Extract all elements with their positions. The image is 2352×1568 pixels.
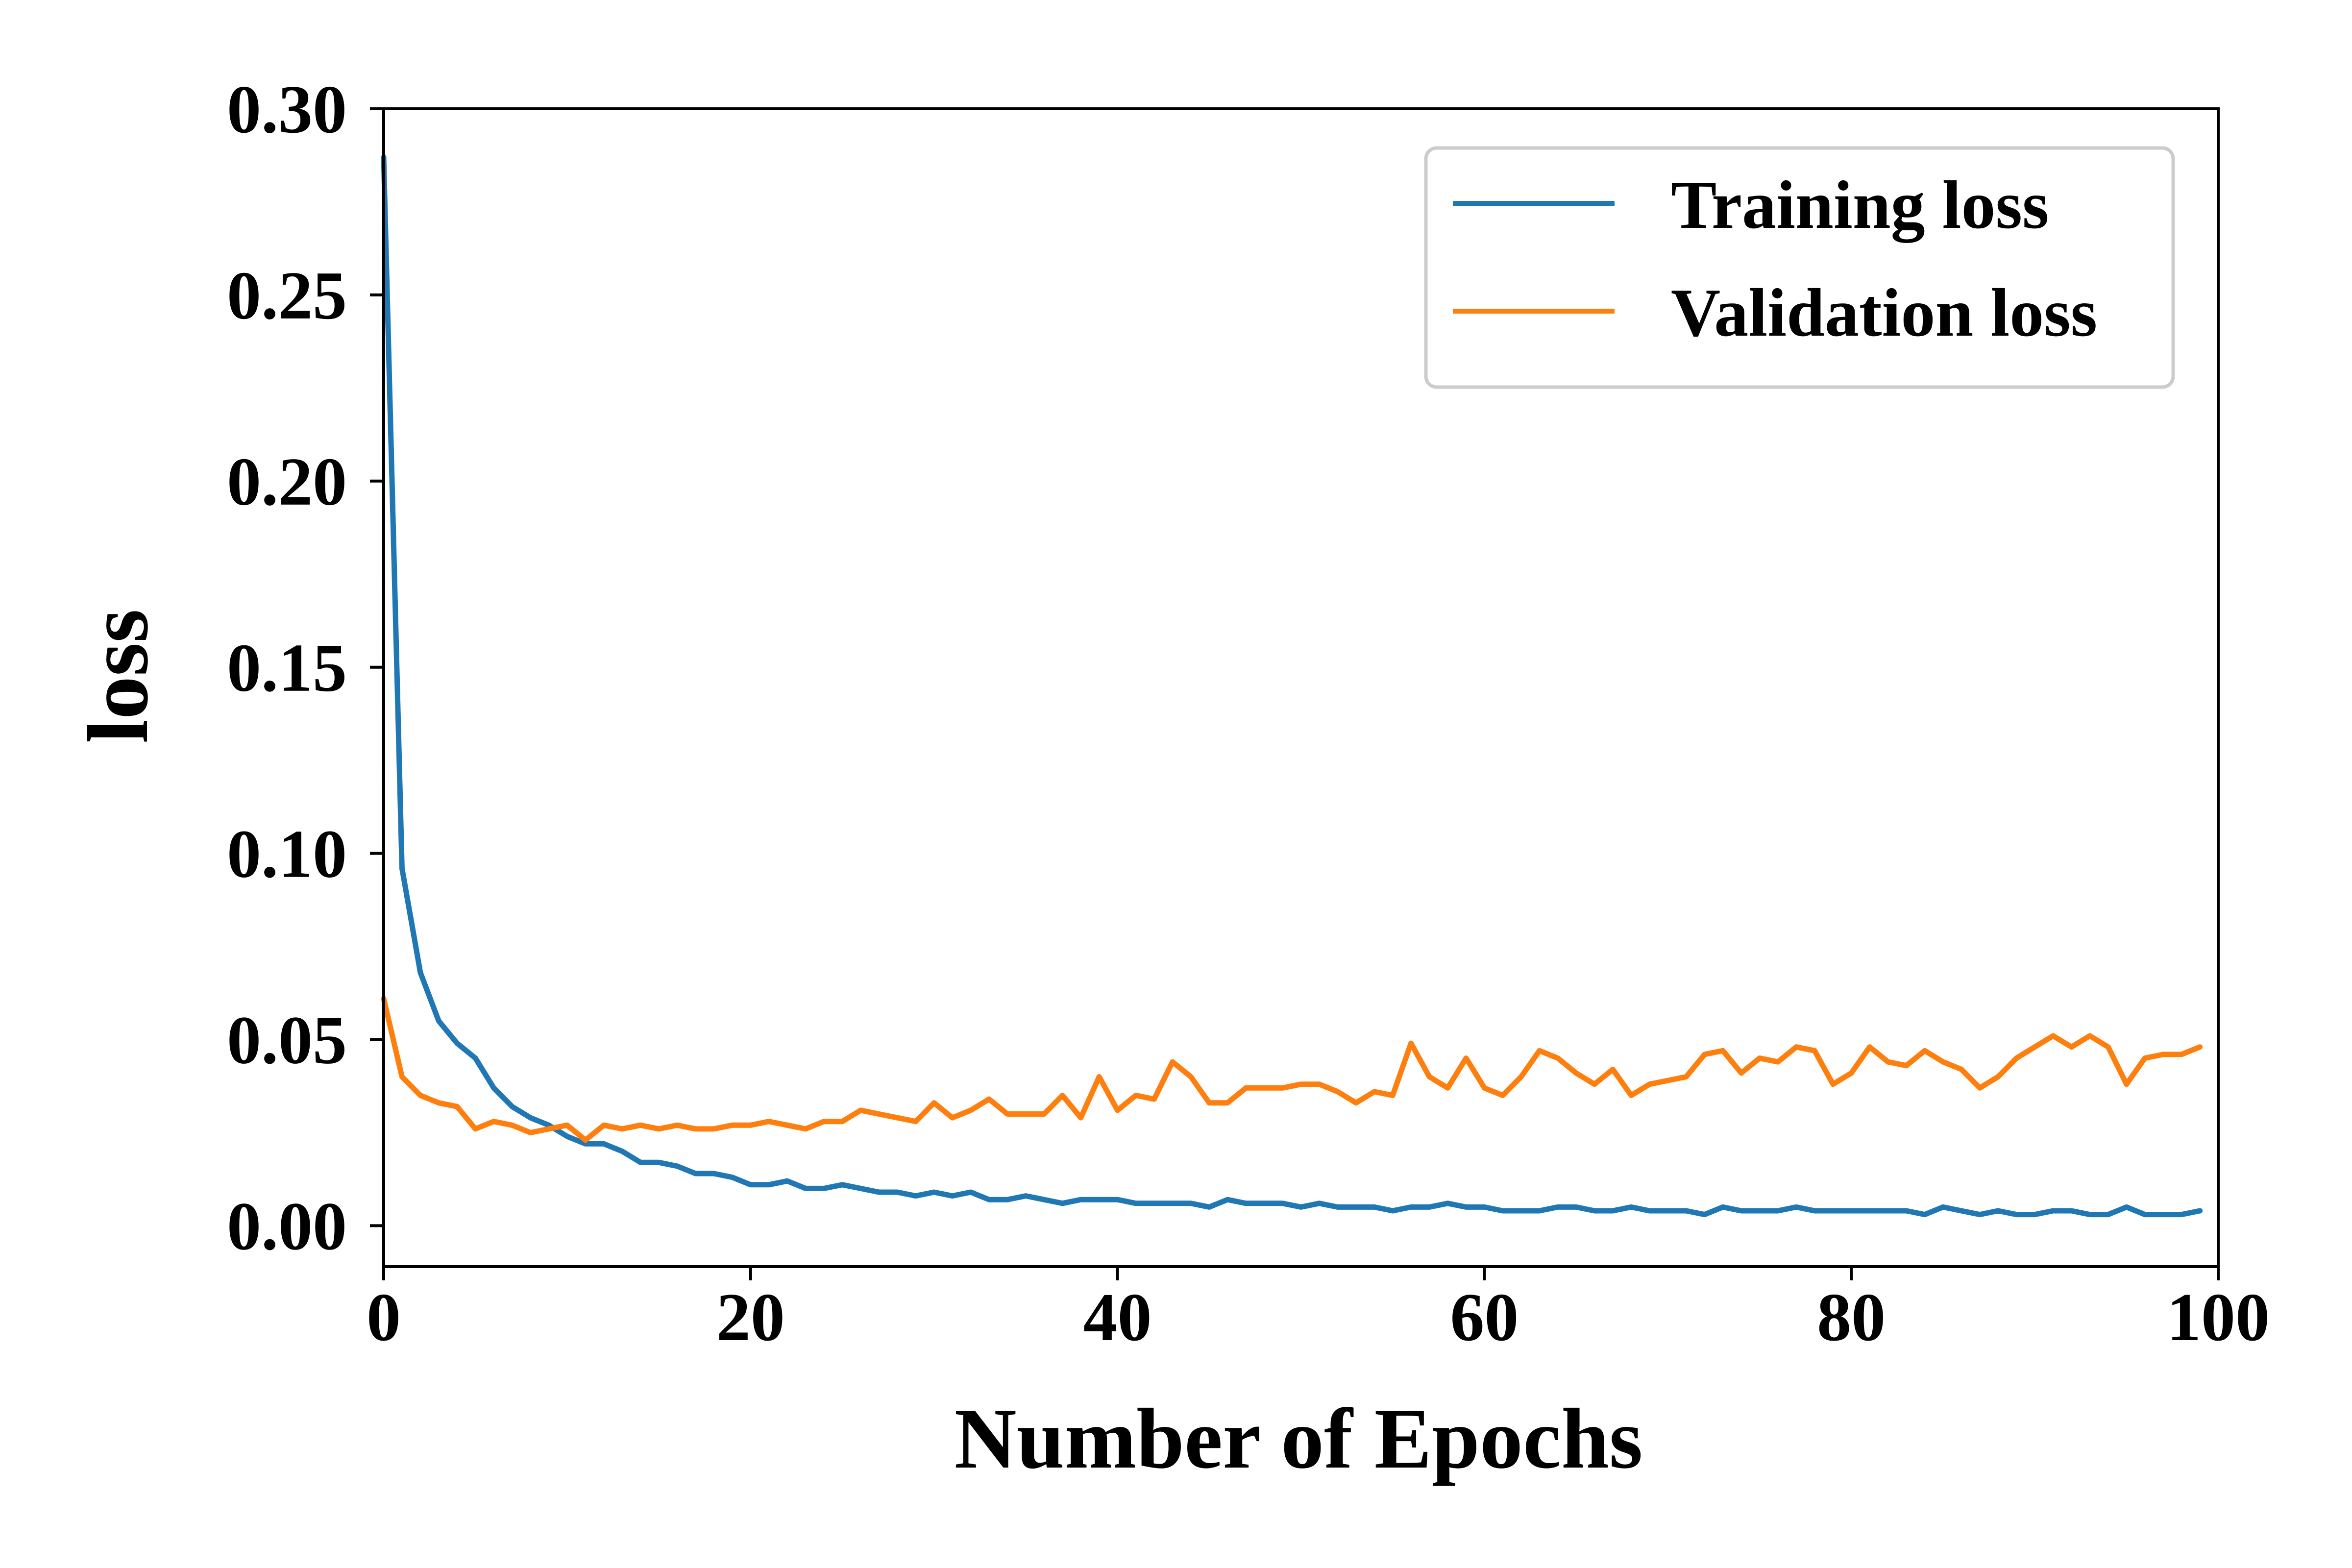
x-tick-label: 40: [1083, 1279, 1152, 1355]
y-axis-title: loss: [71, 609, 166, 743]
x-axis-title: Number of Epochs: [955, 1391, 1643, 1487]
x-tick-label: 80: [1817, 1279, 1886, 1355]
x-tick-label: 20: [716, 1279, 785, 1355]
legend: Training loss Validation loss: [1424, 146, 2175, 389]
y-tick-label: 0.15: [227, 630, 347, 706]
plot-frame: [382, 107, 2220, 1268]
legend-label-training: Training loss: [1671, 167, 2049, 243]
plot-area: [381, 154, 2203, 1218]
axes: 0 20 40 60 80 100 0.00 0.05 0.10 0.15 0.20 0.25 0.30: [227, 72, 2270, 1355]
series-line-validation-loss: [381, 996, 2203, 1143]
y-tick-label: 0.10: [227, 816, 347, 892]
y-tick-label: 0.05: [227, 1003, 347, 1078]
legend-box: [1424, 146, 2175, 389]
x-tick-label: 60: [1450, 1279, 1519, 1355]
x-tick-label: 100: [2167, 1279, 2270, 1355]
y-tick-label: 0.30: [227, 72, 347, 147]
y-tick-label: 0.00: [227, 1188, 347, 1264]
y-tick-label: 0.20: [227, 444, 347, 520]
x-tick-label: 0: [367, 1279, 401, 1355]
series-line-training-loss: [381, 154, 2203, 1218]
y-tick-label: 0.25: [227, 258, 347, 334]
legend-label-validation: Validation loss: [1671, 275, 2097, 351]
